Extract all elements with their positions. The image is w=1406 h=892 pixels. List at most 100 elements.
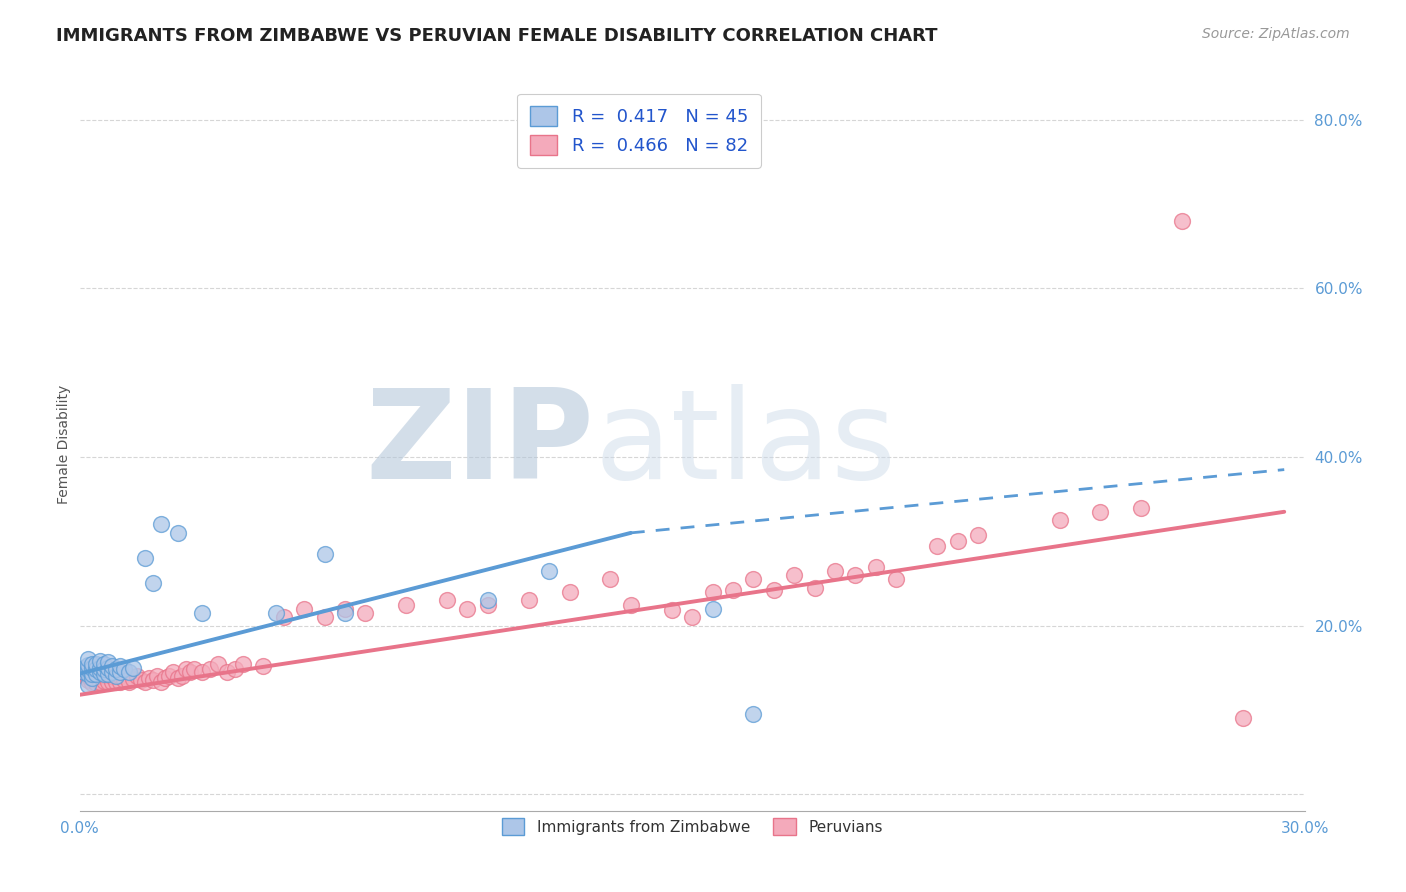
Point bbox=[117, 665, 139, 679]
Point bbox=[166, 525, 188, 540]
Point bbox=[121, 672, 143, 686]
Point bbox=[1232, 711, 1254, 725]
Point bbox=[681, 610, 703, 624]
Point bbox=[105, 669, 128, 683]
Point bbox=[97, 675, 120, 690]
Point bbox=[1130, 500, 1153, 515]
Point bbox=[146, 669, 169, 683]
Point bbox=[76, 666, 98, 681]
Point bbox=[824, 564, 846, 578]
Point bbox=[721, 583, 744, 598]
Point bbox=[1090, 505, 1112, 519]
Point bbox=[1171, 214, 1194, 228]
Point bbox=[110, 669, 132, 683]
Point bbox=[138, 671, 160, 685]
Point bbox=[538, 564, 561, 578]
Point bbox=[927, 539, 949, 553]
Point bbox=[89, 669, 111, 683]
Point bbox=[333, 606, 356, 620]
Point bbox=[80, 665, 103, 679]
Point bbox=[89, 654, 111, 668]
Point bbox=[946, 534, 969, 549]
Point bbox=[517, 593, 540, 607]
Point bbox=[198, 663, 221, 677]
Point bbox=[110, 675, 132, 690]
Point bbox=[599, 572, 621, 586]
Point bbox=[264, 606, 287, 620]
Point bbox=[93, 667, 115, 681]
Point bbox=[72, 665, 94, 679]
Point bbox=[114, 663, 136, 677]
Point bbox=[157, 669, 180, 683]
Point bbox=[477, 598, 499, 612]
Point bbox=[125, 669, 148, 683]
Text: IMMIGRANTS FROM ZIMBABWE VS PERUVIAN FEMALE DISABILITY CORRELATION CHART: IMMIGRANTS FROM ZIMBABWE VS PERUVIAN FEM… bbox=[56, 27, 938, 45]
Point bbox=[150, 517, 173, 532]
Point bbox=[89, 675, 111, 690]
Point bbox=[97, 661, 120, 675]
Point bbox=[93, 674, 115, 689]
Point bbox=[742, 572, 765, 586]
Point bbox=[76, 663, 98, 677]
Point bbox=[101, 659, 124, 673]
Point bbox=[114, 673, 136, 688]
Point bbox=[273, 610, 295, 624]
Point bbox=[844, 568, 866, 582]
Point bbox=[101, 675, 124, 690]
Point bbox=[80, 671, 103, 685]
Point bbox=[84, 663, 107, 677]
Point bbox=[76, 678, 98, 692]
Point bbox=[84, 669, 107, 683]
Point bbox=[967, 527, 990, 541]
Point bbox=[333, 601, 356, 615]
Point bbox=[76, 663, 98, 677]
Point bbox=[142, 576, 165, 591]
Point bbox=[110, 665, 132, 679]
Point bbox=[558, 585, 581, 599]
Point bbox=[129, 673, 152, 688]
Point bbox=[121, 661, 143, 675]
Point bbox=[93, 663, 115, 677]
Point bbox=[80, 676, 103, 690]
Point bbox=[89, 661, 111, 675]
Point bbox=[72, 665, 94, 679]
Point bbox=[101, 665, 124, 679]
Point bbox=[150, 675, 173, 690]
Point bbox=[166, 671, 188, 685]
Point bbox=[101, 669, 124, 683]
Point bbox=[84, 666, 107, 681]
Point bbox=[456, 601, 478, 615]
Point bbox=[93, 666, 115, 681]
Point bbox=[142, 673, 165, 688]
Point bbox=[72, 663, 94, 677]
Point bbox=[884, 572, 907, 586]
Point bbox=[76, 652, 98, 666]
Point bbox=[174, 663, 197, 677]
Point bbox=[105, 663, 128, 677]
Point bbox=[105, 667, 128, 681]
Point bbox=[232, 657, 254, 671]
Point bbox=[117, 675, 139, 690]
Point bbox=[207, 657, 229, 671]
Y-axis label: Female Disability: Female Disability bbox=[58, 384, 72, 504]
Point bbox=[80, 661, 103, 675]
Point bbox=[80, 657, 103, 671]
Point bbox=[162, 665, 184, 679]
Point bbox=[97, 655, 120, 669]
Point bbox=[155, 671, 177, 685]
Point bbox=[84, 676, 107, 690]
Point bbox=[1049, 513, 1071, 527]
Point bbox=[620, 598, 643, 612]
Point bbox=[93, 657, 115, 671]
Point bbox=[395, 598, 418, 612]
Point bbox=[224, 663, 246, 677]
Point bbox=[76, 673, 98, 688]
Point bbox=[252, 659, 274, 673]
Point bbox=[183, 663, 205, 677]
Point bbox=[477, 593, 499, 607]
Point bbox=[742, 707, 765, 722]
Point bbox=[803, 581, 825, 595]
Point bbox=[783, 568, 806, 582]
Point bbox=[436, 593, 458, 607]
Text: ZIP: ZIP bbox=[366, 384, 595, 505]
